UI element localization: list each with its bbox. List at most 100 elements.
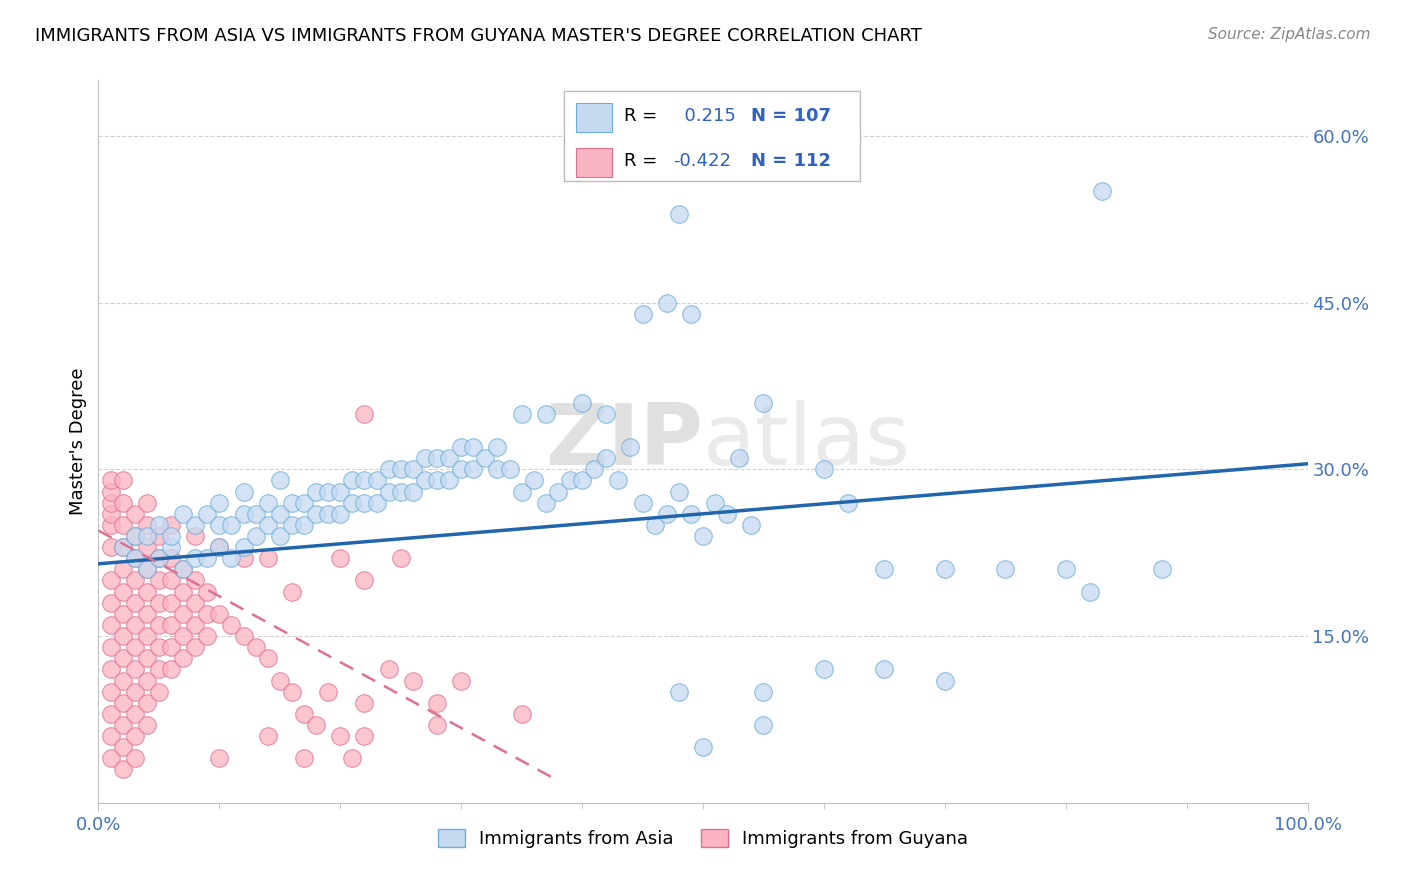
Point [631,307,654,321]
Point [124,596,146,610]
Point [172,629,194,643]
Point [668,684,690,698]
Point [595,407,617,421]
Point [426,451,449,466]
Point [100,729,122,743]
Point [1152,562,1174,576]
Point [305,507,328,521]
Point [124,529,146,543]
Point [873,562,896,576]
Point [160,596,183,610]
Point [934,562,956,576]
Point [124,529,146,543]
Point [124,684,146,698]
Point [172,584,194,599]
Point [172,607,194,621]
Point [413,451,436,466]
Point [752,718,775,732]
Point [463,462,485,476]
Point [486,440,509,454]
Point [208,607,231,621]
Point [402,484,425,499]
Point [813,462,835,476]
Point [292,496,315,510]
Point [704,496,727,510]
Point [281,496,304,510]
Point [353,696,375,710]
Point [148,574,170,588]
Point [184,640,207,655]
Point [100,662,122,676]
Point [256,729,278,743]
Point [195,607,218,621]
Point [221,551,243,566]
Point [245,640,267,655]
Point [510,484,533,499]
Point [245,507,267,521]
Point [389,551,412,566]
Point [402,462,425,476]
Bar [576,148,613,177]
Point [740,517,762,532]
Point [329,484,352,499]
Point [329,551,352,566]
Point [124,751,146,765]
Point [111,673,134,688]
Point [135,562,157,576]
Point [377,484,399,499]
Point [281,584,304,599]
Point [148,596,170,610]
Point [111,540,134,554]
Point [269,529,291,543]
Text: -0.422: -0.422 [672,153,731,170]
Point [195,629,218,643]
Point [281,684,304,698]
Point [450,462,472,476]
Point [172,562,194,576]
Point [160,574,183,588]
Point [655,295,678,310]
Point [994,562,1017,576]
Point [402,673,425,688]
Point [148,618,170,632]
Point [148,684,170,698]
Point [547,484,569,499]
Point [135,607,157,621]
Point [595,451,617,466]
Point [208,751,231,765]
Point [692,740,714,755]
Point [135,540,157,554]
Point [498,462,520,476]
Point [934,673,956,688]
Point [692,162,714,177]
Point [232,629,254,643]
Point [256,517,278,532]
Point [292,706,315,721]
Point [534,496,557,510]
Point [135,629,157,643]
Point [353,574,375,588]
Text: ZIP: ZIP [546,400,703,483]
Point [232,507,254,521]
Text: N = 107: N = 107 [751,107,831,125]
Point [195,507,218,521]
Point [148,551,170,566]
Point [208,496,231,510]
Point [426,474,449,488]
Text: 0.215: 0.215 [672,107,735,125]
Point [111,651,134,665]
Point [172,507,194,521]
Point [245,529,267,543]
Point [100,507,122,521]
Point [752,395,775,409]
Point [813,662,835,676]
Point [232,551,254,566]
Point [221,517,243,532]
Point [329,729,352,743]
Point [160,662,183,676]
Legend: Immigrants from Asia, Immigrants from Guyana: Immigrants from Asia, Immigrants from Gu… [430,822,976,855]
Point [305,484,328,499]
Point [100,574,122,588]
Point [873,662,896,676]
Point [474,451,496,466]
